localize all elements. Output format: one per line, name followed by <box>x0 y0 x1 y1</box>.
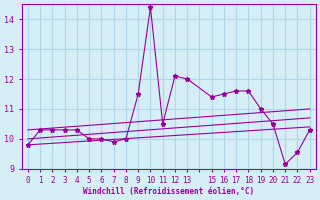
X-axis label: Windchill (Refroidissement éolien,°C): Windchill (Refroidissement éolien,°C) <box>83 187 254 196</box>
